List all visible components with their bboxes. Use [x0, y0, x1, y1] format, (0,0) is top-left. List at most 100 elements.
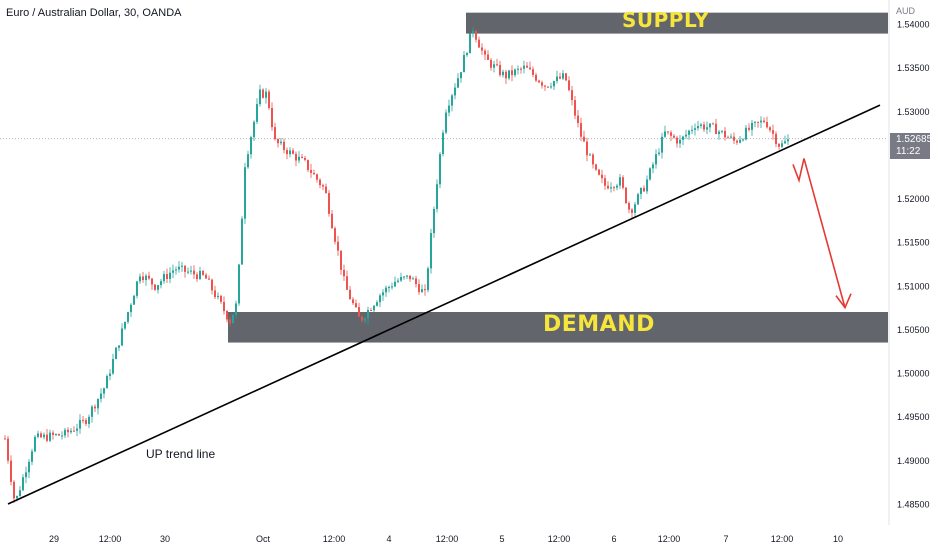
candle-body	[76, 428, 78, 431]
candle-body	[262, 89, 264, 98]
candle-body	[91, 406, 93, 417]
candle-body	[34, 436, 36, 452]
candle-body	[652, 164, 654, 169]
candle-body	[391, 286, 393, 288]
candle-body	[562, 73, 564, 79]
candle-body	[691, 129, 693, 131]
candle-body	[280, 141, 282, 144]
candle-body	[16, 495, 18, 499]
candle-body	[736, 140, 738, 143]
candle-body	[184, 265, 186, 272]
candle-body	[31, 451, 33, 462]
candle-body	[556, 76, 558, 82]
candle-body	[166, 274, 168, 279]
candle-body	[427, 268, 429, 291]
projection-arrow[interactable]	[792, 158, 852, 310]
candle-body	[580, 123, 582, 137]
candle-body	[322, 185, 324, 187]
candle-body	[781, 143, 783, 147]
candle-body	[499, 64, 501, 76]
candle-body	[310, 170, 312, 173]
y-tick-label: 1.54000	[897, 20, 930, 30]
candle-body	[517, 68, 519, 70]
arrow-zigzag	[792, 158, 805, 184]
candle-body	[496, 64, 498, 66]
candle-body	[745, 127, 747, 140]
candle-body	[598, 169, 600, 175]
candle-body	[190, 270, 192, 272]
candle-body	[28, 461, 30, 473]
candle-body	[694, 128, 696, 130]
candle-body	[385, 287, 387, 293]
candle-body	[19, 490, 21, 496]
candle-body	[688, 130, 690, 135]
x-tick-label: 12:00	[658, 534, 681, 544]
candle-body	[58, 434, 60, 436]
candle-body	[406, 275, 408, 277]
candle-body	[586, 141, 588, 156]
candle-body	[526, 65, 528, 68]
candle-body	[271, 107, 273, 128]
y-tick-label: 1.49500	[897, 412, 930, 422]
candle-body	[349, 289, 351, 300]
candle-body	[643, 187, 645, 192]
candle-body	[331, 213, 333, 229]
x-tick-label: 10	[833, 534, 843, 544]
candle-body	[157, 285, 159, 290]
candle-body	[610, 187, 612, 189]
candle-body	[37, 433, 39, 437]
candle-body	[358, 307, 360, 317]
candle-body	[763, 120, 765, 123]
candle-body	[577, 115, 579, 124]
candle-body	[430, 233, 432, 269]
candle-body	[118, 345, 120, 348]
candle-body	[415, 278, 417, 285]
y-tick-label: 1.53000	[897, 107, 930, 117]
candle-body	[625, 187, 627, 204]
x-tick-label: 6	[611, 534, 616, 544]
candle-body	[382, 292, 384, 296]
candle-body	[298, 156, 300, 161]
candle-body	[685, 134, 687, 137]
candle-body	[220, 295, 222, 302]
candle-body	[547, 86, 549, 88]
x-tick-label: Oct	[256, 534, 271, 544]
candle-body	[367, 309, 369, 319]
candle-body	[502, 71, 504, 76]
candle-body	[757, 121, 759, 123]
x-tick-label: 12:00	[771, 534, 794, 544]
candle-body	[394, 281, 396, 287]
x-tick-label: 12:00	[548, 534, 571, 544]
candle-body	[82, 419, 84, 421]
trend-line[interactable]	[7, 104, 881, 505]
candle-body	[520, 68, 522, 70]
candle-body	[235, 303, 237, 315]
candle-body	[40, 433, 42, 438]
candle-body	[25, 472, 27, 478]
x-tick-label: 5	[499, 534, 504, 544]
candle-body	[94, 406, 96, 409]
candle-body	[760, 120, 762, 123]
candle-body	[289, 150, 291, 155]
candle-body	[196, 274, 198, 280]
candle-body	[682, 136, 684, 140]
candle-body	[178, 266, 180, 270]
candle-body	[748, 127, 750, 130]
candle-body	[541, 82, 543, 86]
candle-body	[139, 276, 141, 282]
candle-body	[646, 179, 648, 192]
zones	[228, 12, 888, 343]
candle-body	[205, 274, 207, 279]
candle-body	[355, 303, 357, 308]
candle-body	[706, 127, 708, 130]
candle-body	[553, 81, 555, 87]
x-tick-label: 4	[386, 534, 391, 544]
y-tick-label: 1.49000	[897, 456, 930, 466]
candle-body	[97, 398, 99, 409]
candle-body	[301, 156, 303, 158]
candle-body	[151, 278, 153, 285]
candle-body	[343, 269, 345, 277]
candle-body	[418, 284, 420, 293]
x-tick-label: 30	[160, 534, 170, 544]
